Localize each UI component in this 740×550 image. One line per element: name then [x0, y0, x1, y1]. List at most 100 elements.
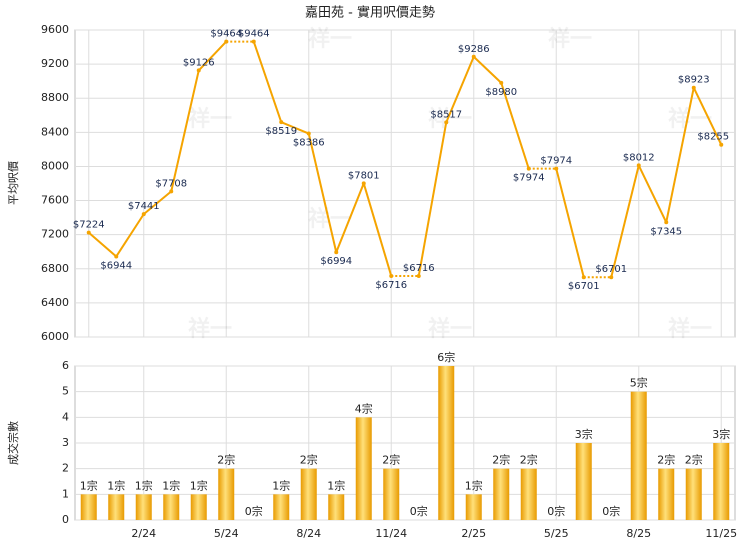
- point: [334, 250, 339, 255]
- data-label: $8980: [485, 87, 517, 98]
- point: [581, 275, 586, 280]
- data-label: 1宗: [272, 478, 290, 492]
- data-label: $6994: [320, 256, 352, 267]
- data-label: 5宗: [630, 376, 648, 390]
- data-label: 1宗: [190, 478, 208, 492]
- data-label: $8012: [623, 152, 655, 163]
- point: [361, 181, 366, 186]
- bar: [355, 417, 372, 520]
- bar: [520, 468, 537, 520]
- chart-title: 嘉田苑 - 實用呎價走勢: [305, 5, 435, 21]
- line-segment: [610, 165, 640, 278]
- data-label: $9286: [458, 44, 490, 55]
- data-label: $9464: [238, 29, 270, 40]
- watermark: 祥一: [188, 106, 232, 132]
- data-label: $6701: [595, 264, 627, 275]
- data-label: 2宗: [657, 453, 675, 467]
- line-segment: [500, 82, 530, 169]
- watermark: 祥一: [308, 26, 352, 52]
- watermark: 祥一: [668, 316, 712, 342]
- plot-area: [74, 29, 736, 338]
- line-segment: [88, 231, 117, 258]
- data-label: $8386: [293, 138, 325, 149]
- line-segment: [280, 121, 310, 135]
- bar: [383, 468, 400, 520]
- y-tick-label: 7200: [41, 228, 69, 241]
- data-label: $7974: [513, 173, 545, 184]
- y-tick-label: 7600: [41, 194, 69, 207]
- watermark: 祥一: [548, 26, 592, 52]
- watermark: 祥一: [428, 316, 472, 342]
- data-label: $6716: [375, 280, 407, 291]
- y-axis-label: 平均呎價: [6, 161, 20, 205]
- data-label: 2宗: [300, 453, 318, 467]
- y-tick-label: 8800: [41, 91, 69, 104]
- y-tick-label: 0: [62, 513, 69, 526]
- y-tick-label: 8000: [41, 159, 69, 172]
- bar: [80, 494, 97, 520]
- data-label: 1宗: [80, 478, 98, 492]
- data-label: $7224: [73, 220, 105, 231]
- data-label: $6944: [100, 260, 132, 271]
- y-tick-label: 6800: [41, 262, 69, 275]
- data-label: $8923: [678, 75, 710, 86]
- x-tick-label: 8/24: [296, 527, 321, 540]
- data-label: 4宗: [355, 401, 373, 415]
- line-segment: [445, 56, 475, 123]
- data-label: $6716: [403, 263, 435, 274]
- line-segment: [335, 183, 365, 253]
- line-segment: [198, 40, 227, 72]
- line-segment: [473, 56, 502, 84]
- data-label: $9464: [210, 29, 242, 40]
- point: [526, 166, 531, 171]
- data-label: 1宗: [327, 478, 345, 492]
- bar: [685, 468, 702, 520]
- x-tick-label: 11/24: [375, 527, 407, 540]
- data-label: 2宗: [520, 453, 538, 467]
- data-label: 3宗: [712, 427, 730, 441]
- line-segment: [665, 87, 695, 223]
- point: [471, 54, 476, 59]
- data-label: $7441: [128, 201, 160, 212]
- point: [609, 275, 614, 280]
- data-label: 1宗: [465, 478, 483, 492]
- bar: [575, 443, 592, 520]
- x-tick-label: 8/25: [626, 527, 651, 540]
- y-tick-label: 1: [62, 487, 69, 500]
- data-label: 0宗: [245, 504, 263, 518]
- point: [636, 163, 641, 168]
- point: [114, 254, 119, 259]
- point: [306, 131, 311, 136]
- bar: [108, 494, 125, 520]
- data-label: 1宗: [162, 478, 180, 492]
- data-label: 0宗: [547, 504, 565, 518]
- data-label: $8255: [697, 132, 729, 143]
- line-segment: [362, 183, 393, 277]
- data-label: 2宗: [685, 453, 703, 467]
- y-tick-label: 6: [62, 359, 69, 372]
- x-tick-label: 11/25: [705, 527, 737, 540]
- y-axis-label: 成交宗數: [6, 421, 20, 465]
- data-label: 3宗: [575, 427, 593, 441]
- data-label: $7345: [650, 226, 682, 237]
- point: [224, 39, 229, 44]
- point: [664, 220, 669, 225]
- point: [719, 142, 724, 147]
- data-label: $7801: [348, 170, 380, 181]
- bar: [135, 494, 152, 520]
- data-label: 0宗: [602, 504, 620, 518]
- point: [141, 212, 146, 217]
- line-segment: [637, 164, 668, 223]
- bar: [300, 468, 317, 520]
- point: [169, 189, 174, 194]
- data-label: 6宗: [437, 350, 455, 364]
- bar: [328, 494, 345, 520]
- watermark: 祥一: [188, 316, 232, 342]
- line-segment: [170, 70, 200, 192]
- data-label: $7974: [540, 156, 572, 167]
- bar: [163, 494, 180, 520]
- y-tick-label: 6000: [41, 330, 69, 343]
- y-tick-label: 2: [62, 462, 69, 475]
- bar: [273, 494, 290, 520]
